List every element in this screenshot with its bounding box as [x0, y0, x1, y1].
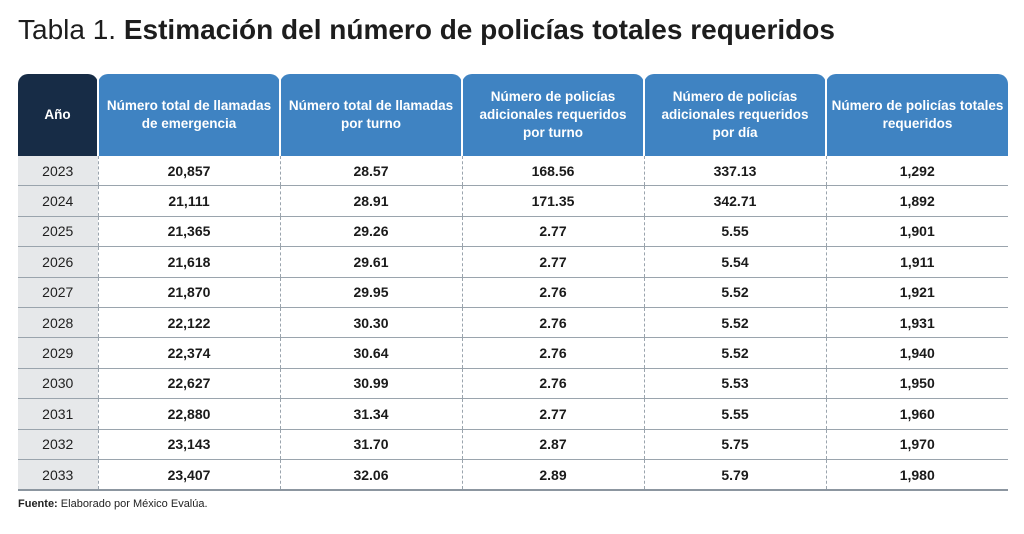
column-header-total-calls: Número total de llamadas de emergencia [97, 74, 280, 156]
column-header-extra-police-per-shift: Número de policías adicionales requerido… [461, 74, 644, 156]
table-row: 2024 21,111 28.91 171.35 342.71 1,892 [18, 185, 1008, 217]
table-row: 2031 22,880 31.34 2.77 5.55 1,960 [18, 398, 1008, 430]
value-cell: 30.64 [279, 337, 462, 369]
value-cell: 5.52 [643, 337, 826, 369]
value-cell: 5.55 [643, 216, 826, 248]
table-row: 2025 21,365 29.26 2.77 5.55 1,901 [18, 216, 1008, 248]
table-row: 2030 22,627 30.99 2.76 5.53 1,950 [18, 368, 1008, 400]
value-cell: 1,931 [825, 307, 1008, 339]
value-cell: 5.75 [643, 429, 826, 460]
table-row: 2032 23,143 31.70 2.87 5.75 1,970 [18, 429, 1008, 460]
value-cell: 2.89 [461, 459, 644, 492]
table-row: 2026 21,618 29.61 2.77 5.54 1,911 [18, 246, 1008, 278]
value-cell: 5.79 [643, 459, 826, 492]
table-row: 2028 22,122 30.30 2.76 5.52 1,931 [18, 307, 1008, 339]
value-cell: 1,901 [825, 216, 1008, 248]
value-cell: 21,870 [97, 277, 280, 308]
value-cell: 1,950 [825, 368, 1008, 400]
table-header-row: Año Número total de llamadas de emergenc… [18, 74, 1008, 156]
table-title-prefix: Tabla 1. [18, 14, 117, 45]
value-cell: 171.35 [461, 185, 644, 217]
value-cell: 32.06 [279, 459, 462, 492]
value-cell: 168.56 [461, 156, 644, 187]
table-row: 2029 22,374 30.64 2.76 5.52 1,940 [18, 337, 1008, 369]
value-cell: 23,143 [97, 429, 280, 460]
value-cell: 22,122 [97, 307, 280, 339]
table-row: 2027 21,870 29.95 2.76 5.52 1,921 [18, 277, 1008, 308]
table-title: Tabla 1. Estimación del número de policí… [18, 12, 835, 48]
value-cell: 5.55 [643, 398, 826, 430]
year-cell: 2029 [18, 337, 98, 369]
year-cell: 2031 [18, 398, 98, 430]
value-cell: 30.99 [279, 368, 462, 400]
value-cell: 2.76 [461, 337, 644, 369]
column-header-calls-per-shift: Número total de llamadas por turno [279, 74, 462, 156]
value-cell: 30.30 [279, 307, 462, 339]
value-cell: 22,374 [97, 337, 280, 369]
table-body: 2023 20,857 28.57 168.56 337.13 1,292 2024 21,1… [18, 156, 1008, 492]
value-cell: 2.77 [461, 246, 644, 278]
value-cell: 29.26 [279, 216, 462, 248]
value-cell: 28.91 [279, 185, 462, 217]
table-row: 2033 23,407 32.06 2.89 5.79 1,980 [18, 459, 1008, 492]
value-cell: 22,627 [97, 368, 280, 400]
year-cell: 2023 [18, 156, 98, 187]
value-cell: 1,940 [825, 337, 1008, 369]
year-cell: 2027 [18, 277, 98, 308]
value-cell: 1,292 [825, 156, 1008, 187]
value-cell: 1,892 [825, 185, 1008, 217]
value-cell: 21,111 [97, 185, 280, 217]
value-cell: 5.54 [643, 246, 826, 278]
value-cell: 1,911 [825, 246, 1008, 278]
value-cell: 21,618 [97, 246, 280, 278]
value-cell: 2.77 [461, 398, 644, 430]
year-cell: 2024 [18, 185, 98, 217]
year-cell: 2025 [18, 216, 98, 248]
value-cell: 337.13 [643, 156, 826, 187]
value-cell: 1,960 [825, 398, 1008, 430]
year-cell: 2028 [18, 307, 98, 339]
value-cell: 31.34 [279, 398, 462, 430]
value-cell: 1,970 [825, 429, 1008, 460]
value-cell: 2.76 [461, 307, 644, 339]
table-row: 2023 20,857 28.57 168.56 337.13 1,292 [18, 156, 1008, 187]
value-cell: 1,921 [825, 277, 1008, 308]
source-text: Elaborado por México Evalúa. [60, 498, 208, 510]
value-cell: 28.57 [279, 156, 462, 187]
value-cell: 2.76 [461, 277, 644, 308]
value-cell: 2.77 [461, 216, 644, 248]
source-note: Fuente: Elaborado por México Evalúa. [18, 498, 208, 510]
value-cell: 342.71 [643, 185, 826, 217]
year-cell: 2032 [18, 429, 98, 460]
year-cell: 2030 [18, 368, 98, 400]
year-cell: 2033 [18, 459, 98, 492]
value-cell: 20,857 [97, 156, 280, 187]
value-cell: 2.87 [461, 429, 644, 460]
value-cell: 29.95 [279, 277, 462, 308]
data-table: Año Número total de llamadas de emergenc… [18, 74, 1008, 492]
column-header-total-police: Número de policías totales requeridos [825, 74, 1008, 156]
value-cell: 21,365 [97, 216, 280, 248]
year-cell: 2026 [18, 246, 98, 278]
data-table-container: Año Número total de llamadas de emergenc… [18, 74, 1008, 492]
value-cell: 29.61 [279, 246, 462, 278]
table-title-main: Estimación del número de policías totale… [123, 14, 835, 45]
column-header-extra-police-per-day: Número de policías adicionales requerido… [643, 74, 826, 156]
value-cell: 22,880 [97, 398, 280, 430]
value-cell: 31.70 [279, 429, 462, 460]
value-cell: 5.52 [643, 307, 826, 339]
value-cell: 5.52 [643, 277, 826, 308]
value-cell: 23,407 [97, 459, 280, 492]
column-header-year: Año [18, 74, 98, 156]
value-cell: 1,980 [825, 459, 1008, 492]
value-cell: 2.76 [461, 368, 644, 400]
value-cell: 5.53 [643, 368, 826, 400]
source-label: Fuente: [18, 498, 58, 510]
